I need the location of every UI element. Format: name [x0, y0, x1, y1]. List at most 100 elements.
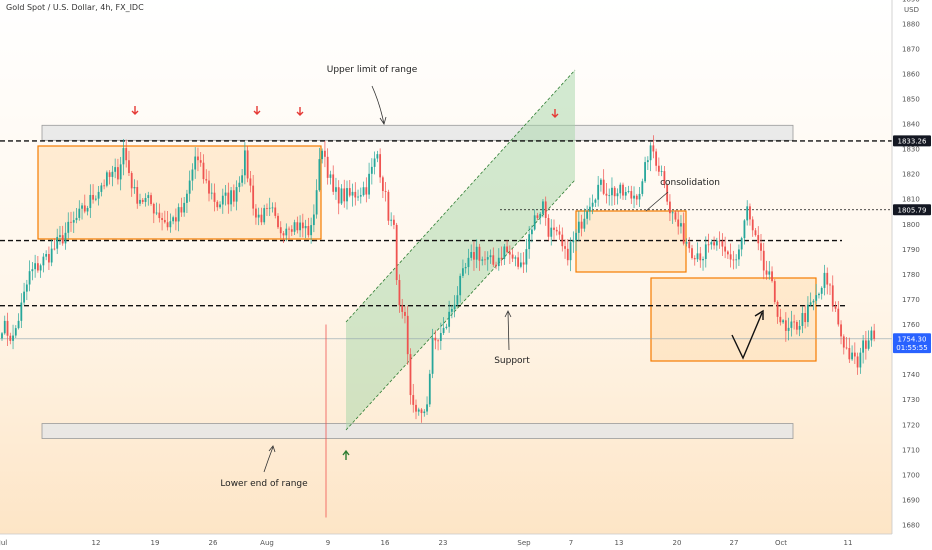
candle-body — [415, 404, 417, 412]
candle — [6, 312, 9, 346]
channel-lower-line — [345, 179, 576, 431]
candle — [307, 217, 310, 238]
candle — [649, 142, 652, 172]
candle — [94, 195, 97, 202]
candle-body — [674, 212, 677, 220]
candle-body — [660, 171, 663, 172]
candle — [219, 201, 221, 209]
candle — [144, 193, 147, 207]
candle — [177, 203, 180, 232]
candle-body — [611, 187, 613, 196]
candle — [702, 256, 704, 271]
price-tag-label: 1754.30 — [898, 335, 927, 343]
candle — [122, 139, 125, 176]
candle-body — [141, 199, 144, 202]
candle — [401, 298, 404, 319]
candle — [704, 236, 707, 268]
candle — [370, 158, 373, 185]
candle — [25, 279, 28, 301]
candle — [795, 320, 798, 335]
candle — [655, 148, 658, 172]
candle-body — [42, 256, 45, 266]
candle-body — [600, 179, 602, 185]
y-tick-label: 1720 — [902, 421, 920, 429]
candle-body — [152, 203, 155, 214]
candle-body — [257, 214, 260, 218]
candle-body — [539, 213, 542, 218]
candle — [818, 292, 820, 299]
candle-body — [354, 191, 357, 198]
candle-body — [721, 241, 724, 247]
candle-body — [346, 188, 348, 202]
candle-body — [114, 167, 117, 172]
candle-body — [495, 264, 497, 267]
candle-body — [169, 221, 172, 228]
candle-body — [740, 238, 743, 250]
candle-body — [255, 208, 257, 218]
candle — [216, 200, 219, 211]
candle-body — [834, 305, 837, 309]
candle — [61, 225, 64, 246]
candle-body — [348, 188, 351, 196]
candle — [644, 156, 646, 183]
y-axis-panel — [892, 0, 932, 550]
candle-body — [859, 352, 862, 368]
candle — [735, 254, 738, 269]
candle — [762, 242, 765, 280]
candle — [862, 335, 865, 364]
candle-body — [337, 187, 340, 204]
candle — [161, 212, 163, 231]
candle — [663, 165, 666, 189]
candle-body — [677, 219, 680, 227]
candle — [484, 251, 486, 266]
candle-body — [381, 177, 384, 192]
candle-body — [379, 154, 382, 178]
candle — [172, 215, 175, 225]
candle — [133, 179, 136, 194]
candle-body — [680, 223, 682, 227]
candle — [743, 219, 746, 245]
candle-body — [186, 193, 188, 203]
candle — [428, 369, 431, 408]
candle — [680, 215, 682, 234]
candle — [141, 197, 144, 205]
candle-body — [536, 215, 539, 218]
candle — [97, 185, 100, 206]
candle — [851, 345, 853, 361]
candle — [790, 310, 793, 337]
candle-body — [597, 184, 600, 200]
candle-body — [199, 160, 202, 163]
candle-body — [622, 184, 624, 196]
candle-body — [343, 188, 346, 202]
candle-body — [508, 252, 511, 255]
candle-body — [688, 242, 691, 249]
candle — [312, 204, 315, 233]
candle-body — [853, 352, 856, 357]
candle-body — [431, 337, 434, 374]
candle — [194, 147, 197, 179]
candle-body — [666, 184, 669, 202]
candle-body — [782, 320, 784, 323]
candle — [558, 224, 561, 240]
candle-body — [277, 215, 279, 228]
candle — [64, 222, 67, 250]
candle-body — [301, 222, 304, 229]
candle — [779, 308, 782, 326]
candle — [522, 252, 525, 274]
candle — [760, 233, 762, 261]
candle — [842, 334, 845, 355]
candle — [230, 186, 232, 212]
candle — [304, 219, 307, 239]
candle — [36, 255, 39, 273]
y-axis-currency: USD — [904, 6, 919, 14]
candle-body — [3, 320, 6, 334]
candle — [348, 179, 351, 198]
candle — [125, 139, 128, 168]
candle-body — [829, 284, 831, 286]
candle — [117, 158, 119, 185]
candle-body — [417, 409, 420, 412]
candle — [376, 150, 379, 163]
candle — [232, 184, 235, 207]
candle-body — [768, 271, 771, 275]
